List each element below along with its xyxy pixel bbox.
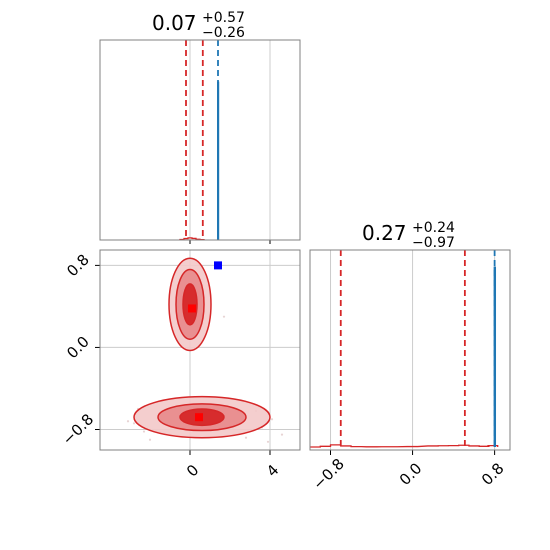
joint-sample-point bbox=[132, 422, 136, 425]
joint-contour-level bbox=[182, 283, 198, 326]
joint-truth-marker bbox=[214, 261, 222, 270]
hist-1-title-median: 0.07 bbox=[152, 11, 197, 35]
hist-2-frame bbox=[309, 249, 511, 451]
hist-1-title-minus: −0.26 bbox=[202, 25, 245, 41]
hist-1-truth-histogram bbox=[217, 81, 220, 240]
joint-sample-point bbox=[126, 420, 130, 423]
hist-2-title-plus: +0.24 bbox=[412, 220, 455, 236]
joint-sample-point bbox=[142, 430, 146, 433]
joint-xtick-label: 4 bbox=[263, 461, 282, 480]
joint-sample-point bbox=[148, 438, 152, 441]
joint-sample-point bbox=[270, 418, 274, 421]
hist-1-frame bbox=[99, 39, 301, 241]
hist-1-title: 0.07 +0.57−0.26 bbox=[152, 10, 245, 41]
joint-frame bbox=[99, 249, 301, 451]
joint-ytick-label: −0.8 bbox=[59, 410, 97, 448]
joint-ytick-label: 0.0 bbox=[63, 333, 93, 363]
joint-fit-marker bbox=[195, 413, 203, 422]
hist-2-bg bbox=[310, 250, 510, 450]
hist-2-xtick-label: 0.8 bbox=[478, 459, 508, 489]
hist-1-bg bbox=[100, 40, 300, 240]
joint-sample-point bbox=[244, 436, 248, 439]
hist-2-xtick-label: −0.8 bbox=[309, 455, 347, 493]
hist-2-title: 0.27 +0.24−0.97 bbox=[362, 220, 455, 251]
joint-ytick-label: 0.8 bbox=[63, 251, 93, 281]
joint-group: 0 4 0.8 0.0 −0.8 bbox=[59, 250, 300, 480]
joint-sample-point bbox=[280, 433, 284, 436]
joint-fit-marker bbox=[188, 304, 196, 313]
hist-1-title-plus: +0.57 bbox=[202, 10, 245, 26]
hist-2-title-minus: −0.97 bbox=[412, 235, 455, 251]
hist-2-truth-histogram bbox=[493, 266, 497, 447]
hist-2-xtick-label: 0.0 bbox=[396, 459, 426, 489]
hist-2-title-median: 0.27 bbox=[362, 221, 407, 245]
joint-sample-point bbox=[222, 315, 226, 318]
hist-1-group bbox=[179, 40, 271, 244]
joint-xtick-label: 0 bbox=[183, 461, 202, 480]
joint-sample-point bbox=[266, 440, 270, 443]
